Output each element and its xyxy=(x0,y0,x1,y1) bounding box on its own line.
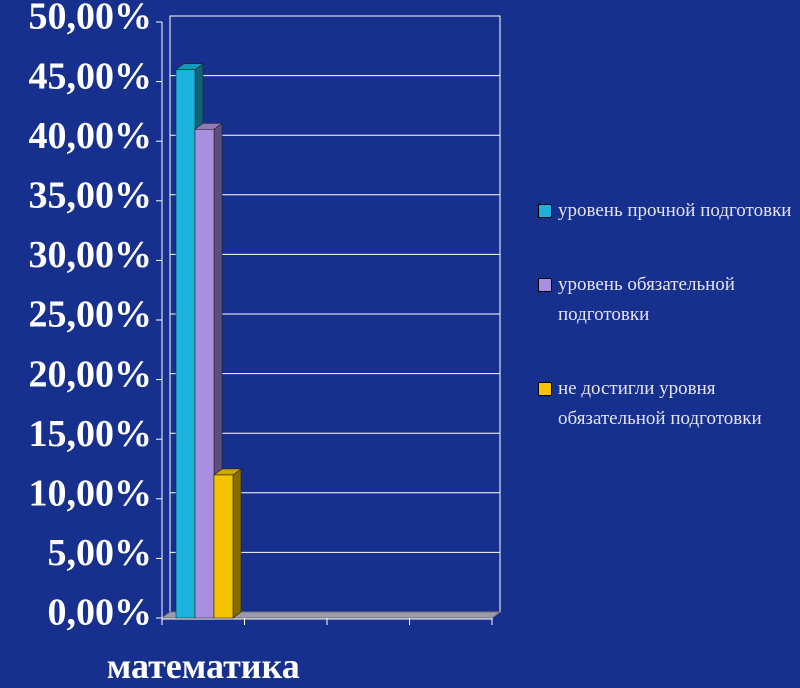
legend-item: не достигли уровня обязательной подготов… xyxy=(538,374,798,434)
legend-swatch xyxy=(538,204,552,218)
bar-front xyxy=(175,69,196,619)
y-tick-label: 45,00% xyxy=(29,55,153,97)
legend-item: уровень обязательной подготовки xyxy=(538,270,798,330)
y-tick-label: 50,00% xyxy=(29,0,153,38)
legend-swatch xyxy=(538,382,552,396)
legend-label: не достигли уровня обязательной подготов… xyxy=(558,378,762,429)
legend-swatch xyxy=(538,278,552,292)
y-tick-label: 30,00% xyxy=(29,234,153,276)
legend-label: уровень обязательной подготовки xyxy=(558,274,735,325)
y-tick-label: 35,00% xyxy=(29,175,153,217)
bar xyxy=(213,468,242,619)
y-tick-label: 10,00% xyxy=(29,473,153,515)
bar-side xyxy=(232,468,242,619)
y-tick-label: 40,00% xyxy=(29,115,153,157)
y-tick-label: 25,00% xyxy=(29,294,153,336)
legend-item: уровень прочной подготовки xyxy=(538,196,798,226)
floor xyxy=(160,611,502,619)
y-tick-label: 5,00% xyxy=(48,532,153,574)
y-tick-label: 15,00% xyxy=(29,413,153,455)
bar-front xyxy=(194,128,215,619)
legend: уровень прочной подготовки уровень обязат… xyxy=(538,196,800,434)
x-tick-label: математика xyxy=(107,646,300,686)
y-tick-label: 0,00% xyxy=(48,592,153,634)
legend-label: уровень прочной подготовки xyxy=(558,200,792,221)
bar-front xyxy=(213,474,234,619)
y-tick-label: 20,00% xyxy=(29,353,153,395)
